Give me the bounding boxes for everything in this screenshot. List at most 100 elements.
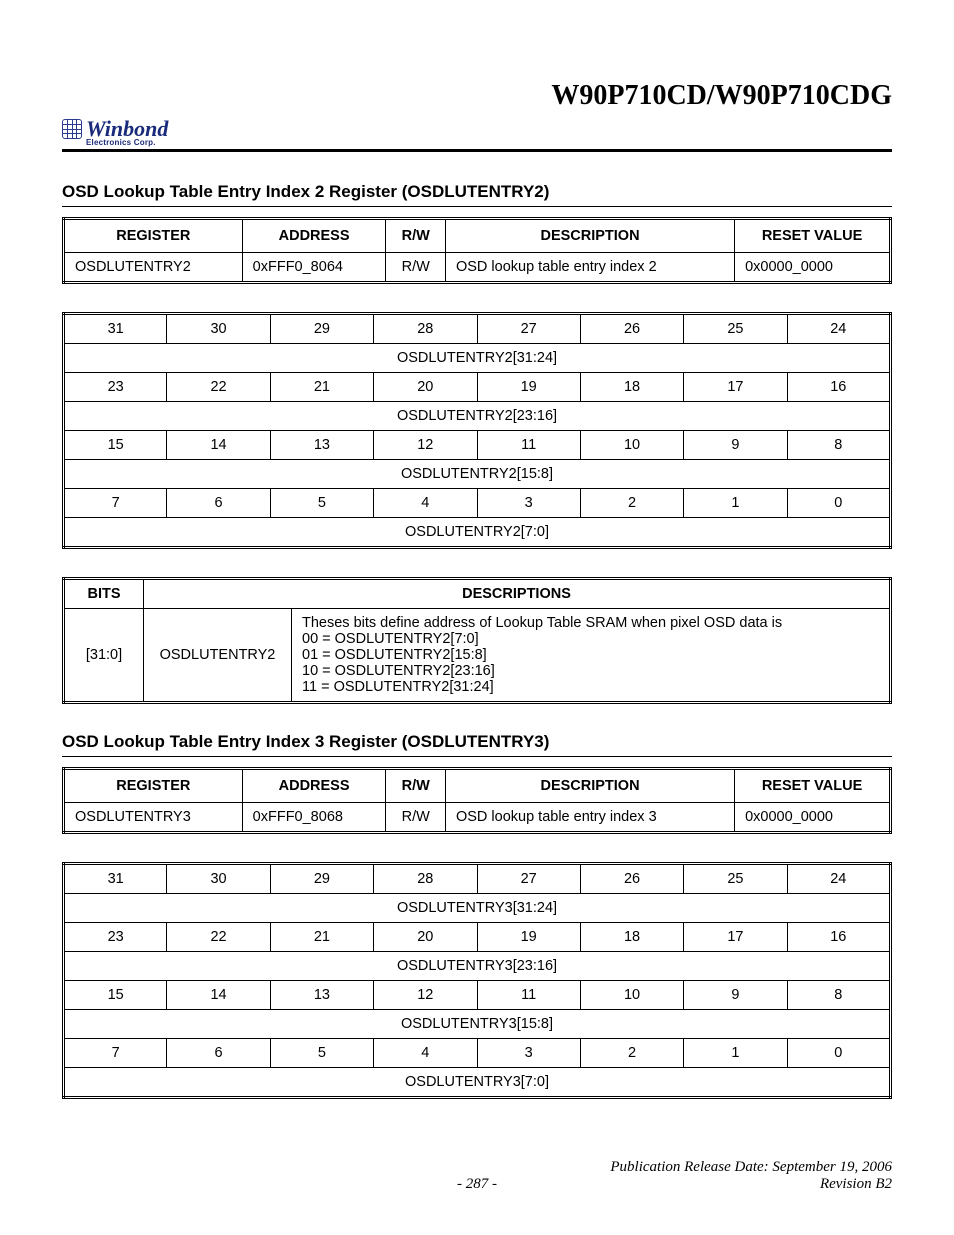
bit-num: 2: [580, 489, 683, 518]
bit-num: 12: [374, 431, 477, 460]
winbond-logo-icon: [62, 119, 82, 139]
reg-header: R/W: [386, 219, 445, 253]
page-footer: Publication Release Date: September 19, …: [62, 1159, 892, 1193]
bit-num: 14: [167, 431, 270, 460]
reg-cell: OSD lookup table entry index 2: [445, 253, 734, 283]
reg-header: RESET VALUE: [735, 219, 891, 253]
footer-revision: Revision B2: [615, 1176, 892, 1193]
logo-subtext: Electronics Corp.: [86, 138, 892, 147]
bit-num: 23: [64, 923, 167, 952]
bit-label: OSDLUTENTRY3[23:16]: [64, 952, 891, 981]
bit-num: 30: [167, 864, 270, 894]
reg-header: RESET VALUE: [735, 769, 891, 803]
reg-cell: 0xFFF0_8068: [242, 803, 386, 833]
register-table-2: REGISTER ADDRESS R/W DESCRIPTION RESET V…: [62, 217, 892, 284]
bit-num: 20: [374, 373, 477, 402]
bit-num: 19: [477, 373, 580, 402]
bit-num: 24: [787, 864, 890, 894]
bit-num: 22: [167, 923, 270, 952]
bit-num: 2: [580, 1039, 683, 1068]
bit-num: 22: [167, 373, 270, 402]
bit-num: 3: [477, 489, 580, 518]
reg-header: REGISTER: [64, 769, 243, 803]
bit-num: 15: [64, 981, 167, 1010]
bit-num: 8: [787, 981, 890, 1010]
section-title-3: OSD Lookup Table Entry Index 3 Register …: [62, 732, 892, 752]
bit-num: 6: [167, 489, 270, 518]
reg-header: DESCRIPTION: [445, 219, 734, 253]
bit-num: 13: [270, 431, 373, 460]
bit-num: 26: [580, 314, 683, 344]
bit-num: 26: [580, 864, 683, 894]
bit-label: OSDLUTENTRY2[7:0]: [64, 518, 891, 548]
bit-num: 14: [167, 981, 270, 1010]
footer-page-number: - 287 -: [339, 1176, 616, 1193]
bit-num: 20: [374, 923, 477, 952]
bit-num: 15: [64, 431, 167, 460]
desc-header: DESCRIPTIONS: [144, 579, 891, 609]
desc-name: OSDLUTENTRY2: [144, 609, 292, 703]
reg-cell: OSDLUTENTRY3: [64, 803, 243, 833]
bit-num: 1: [684, 1039, 787, 1068]
reg-header: REGISTER: [64, 219, 243, 253]
bit-label: OSDLUTENTRY2[23:16]: [64, 402, 891, 431]
bit-num: 13: [270, 981, 373, 1010]
section-rule: [62, 756, 892, 757]
bit-num: 18: [580, 923, 683, 952]
bit-num: 29: [270, 864, 373, 894]
reg-cell: R/W: [386, 803, 445, 833]
bit-num: 0: [787, 489, 890, 518]
reg-cell: 0x0000_0000: [735, 253, 891, 283]
bit-num: 5: [270, 489, 373, 518]
bit-num: 7: [64, 1039, 167, 1068]
bit-num: 6: [167, 1039, 270, 1068]
bit-num: 25: [684, 864, 787, 894]
bit-num: 21: [270, 373, 373, 402]
reg-cell: OSD lookup table entry index 3: [445, 803, 734, 833]
bit-label: OSDLUTENTRY3[7:0]: [64, 1068, 891, 1098]
reg-header: ADDRESS: [242, 769, 386, 803]
bit-num: 30: [167, 314, 270, 344]
bit-num: 0: [787, 1039, 890, 1068]
footer-pub-date: Publication Release Date: September 19, …: [610, 1159, 892, 1176]
bit-num: 29: [270, 314, 373, 344]
bit-num: 5: [270, 1039, 373, 1068]
bit-num: 1: [684, 489, 787, 518]
bit-num: 10: [580, 431, 683, 460]
doc-title: W90P710CD/W90P710CDG: [62, 80, 892, 112]
bit-num: 27: [477, 314, 580, 344]
bit-num: 12: [374, 981, 477, 1010]
reg-cell: 0xFFF0_8064: [242, 253, 386, 283]
bit-num: 23: [64, 373, 167, 402]
reg-cell: 0x0000_0000: [735, 803, 891, 833]
bit-num: 3: [477, 1039, 580, 1068]
bit-num: 21: [270, 923, 373, 952]
bit-num: 11: [477, 431, 580, 460]
bit-num: 17: [684, 923, 787, 952]
bit-num: 17: [684, 373, 787, 402]
bit-num: 19: [477, 923, 580, 952]
register-table-3: REGISTER ADDRESS R/W DESCRIPTION RESET V…: [62, 767, 892, 834]
bit-num: 10: [580, 981, 683, 1010]
bit-num: 4: [374, 489, 477, 518]
section-title-2: OSD Lookup Table Entry Index 2 Register …: [62, 182, 892, 202]
section-rule: [62, 206, 892, 207]
description-table-2: BITS DESCRIPTIONS [31:0] OSDLUTENTRY2 Th…: [62, 577, 892, 704]
bit-num: 7: [64, 489, 167, 518]
bit-num: 27: [477, 864, 580, 894]
bit-num: 16: [787, 923, 890, 952]
bit-num: 25: [684, 314, 787, 344]
desc-header: BITS: [64, 579, 144, 609]
logo-text: Winbond: [86, 118, 168, 140]
bit-label: OSDLUTENTRY3[15:8]: [64, 1010, 891, 1039]
bit-num: 11: [477, 981, 580, 1010]
header-block: Winbond Electronics Corp.: [62, 118, 892, 152]
reg-header: R/W: [386, 769, 445, 803]
bit-num: 24: [787, 314, 890, 344]
bitfield-table-3: 3130292827262524 OSDLUTENTRY3[31:24] 232…: [62, 862, 892, 1099]
bit-num: 28: [374, 864, 477, 894]
bit-num: 31: [64, 314, 167, 344]
reg-header: ADDRESS: [242, 219, 386, 253]
bit-num: 18: [580, 373, 683, 402]
bit-label: OSDLUTENTRY2[31:24]: [64, 344, 891, 373]
